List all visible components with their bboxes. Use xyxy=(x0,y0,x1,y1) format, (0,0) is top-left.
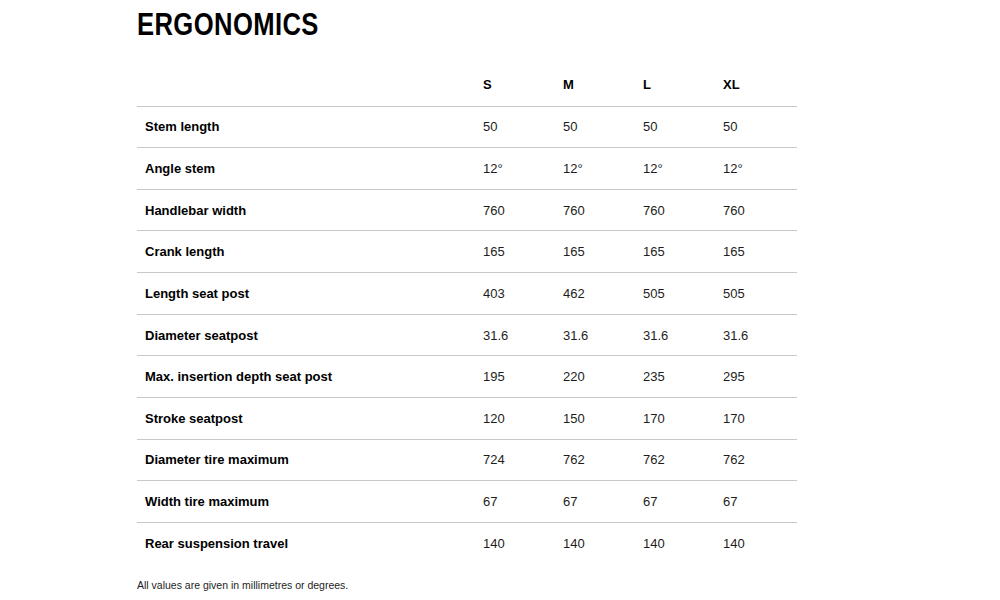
row-value-m: 50 xyxy=(563,119,643,134)
row-value-xl: 140 xyxy=(723,536,797,551)
table-row: Diameter seatpost 31.6 31.6 31.6 31.6 xyxy=(137,315,797,357)
row-value-s: 165 xyxy=(483,244,563,259)
row-label: Stroke seatpost xyxy=(137,411,483,426)
row-value-m: 150 xyxy=(563,411,643,426)
row-value-l: 170 xyxy=(643,411,723,426)
row-value-l: 67 xyxy=(643,494,723,509)
table-row: Max. insertion depth seat post 195 220 2… xyxy=(137,356,797,398)
row-value-l: 235 xyxy=(643,369,723,384)
table-row: Stem length 50 50 50 50 xyxy=(137,107,797,149)
row-value-xl: 295 xyxy=(723,369,797,384)
row-value-s: 140 xyxy=(483,536,563,551)
row-value-xl: 12° xyxy=(723,161,797,176)
row-value-m: 165 xyxy=(563,244,643,259)
row-value-s: 403 xyxy=(483,286,563,301)
row-value-m: 140 xyxy=(563,536,643,551)
row-value-s: 120 xyxy=(483,411,563,426)
row-value-l: 165 xyxy=(643,244,723,259)
row-label: Length seat post xyxy=(137,286,483,301)
table-row: Handlebar width 760 760 760 760 xyxy=(137,190,797,232)
row-value-s: 31.6 xyxy=(483,328,563,343)
row-value-m: 762 xyxy=(563,452,643,467)
page-title: ERGONOMICS xyxy=(137,8,319,40)
row-value-l: 760 xyxy=(643,203,723,218)
row-label: Crank length xyxy=(137,244,483,259)
row-label: Rear suspension travel xyxy=(137,536,483,551)
row-value-l: 12° xyxy=(643,161,723,176)
table-row: Width tire maximum 67 67 67 67 xyxy=(137,481,797,523)
row-value-l: 31.6 xyxy=(643,328,723,343)
row-label: Diameter tire maximum xyxy=(137,452,483,467)
row-value-xl: 760 xyxy=(723,203,797,218)
row-value-xl: 165 xyxy=(723,244,797,259)
table-header-row: SMLXL xyxy=(137,64,797,107)
row-label: Angle stem xyxy=(137,161,483,176)
column-header-l: L xyxy=(643,77,723,92)
table-row: Length seat post 403 462 505 505 xyxy=(137,273,797,315)
row-value-m: 67 xyxy=(563,494,643,509)
column-header-xl: XL xyxy=(723,77,797,92)
row-value-m: 12° xyxy=(563,161,643,176)
row-label: Width tire maximum xyxy=(137,494,483,509)
row-value-xl: 50 xyxy=(723,119,797,134)
row-value-s: 195 xyxy=(483,369,563,384)
row-label: Diameter seatpost xyxy=(137,328,483,343)
row-value-xl: 31.6 xyxy=(723,328,797,343)
table-row: Rear suspension travel 140 140 140 140 xyxy=(137,523,797,565)
row-label: Stem length xyxy=(137,119,483,134)
row-value-s: 760 xyxy=(483,203,563,218)
table-body: Stem length 50 50 50 50 Angle stem 12° 1… xyxy=(137,107,797,565)
row-value-s: 12° xyxy=(483,161,563,176)
table-row: Crank length 165 165 165 165 xyxy=(137,231,797,273)
ergonomics-table: SMLXL Stem length 50 50 50 50 Angle stem… xyxy=(137,64,797,565)
row-value-xl: 67 xyxy=(723,494,797,509)
column-header-m: M xyxy=(563,77,643,92)
row-label: Max. insertion depth seat post xyxy=(137,369,483,384)
table-row: Angle stem 12° 12° 12° 12° xyxy=(137,148,797,190)
column-header-s: S xyxy=(483,77,563,92)
table-row: Diameter tire maximum 724 762 762 762 xyxy=(137,440,797,482)
row-value-l: 505 xyxy=(643,286,723,301)
row-value-s: 724 xyxy=(483,452,563,467)
row-value-xl: 505 xyxy=(723,286,797,301)
row-value-m: 220 xyxy=(563,369,643,384)
row-value-m: 462 xyxy=(563,286,643,301)
footnote: All values are given in millimetres or d… xyxy=(137,579,348,591)
row-value-m: 31.6 xyxy=(563,328,643,343)
row-value-l: 762 xyxy=(643,452,723,467)
row-value-xl: 762 xyxy=(723,452,797,467)
row-value-l: 140 xyxy=(643,536,723,551)
row-label: Handlebar width xyxy=(137,203,483,218)
row-value-s: 67 xyxy=(483,494,563,509)
row-value-xl: 170 xyxy=(723,411,797,426)
row-value-s: 50 xyxy=(483,119,563,134)
table-row: Stroke seatpost 120 150 170 170 xyxy=(137,398,797,440)
row-value-l: 50 xyxy=(643,119,723,134)
row-value-m: 760 xyxy=(563,203,643,218)
